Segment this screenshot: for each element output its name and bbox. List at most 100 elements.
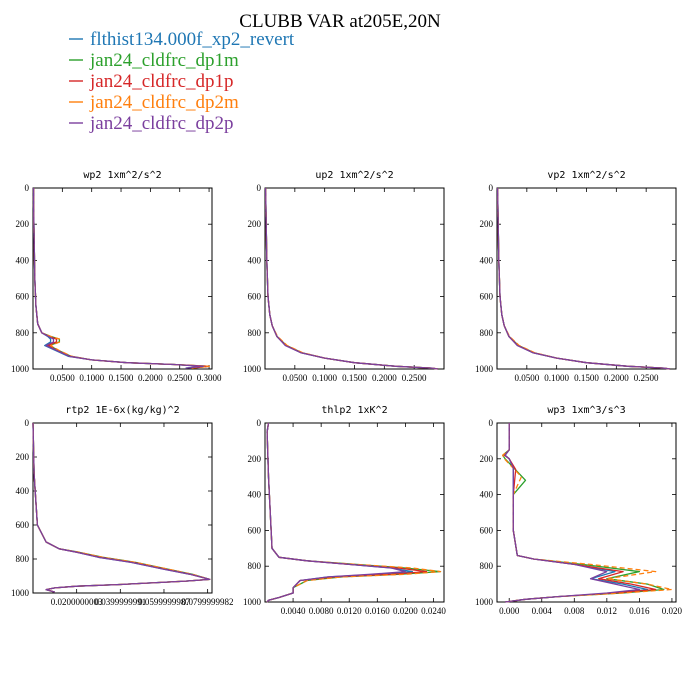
- y-tick-label: 1000: [11, 588, 30, 598]
- plot-frame: [32, 422, 213, 594]
- series-line: [502, 423, 673, 603]
- series-line: [32, 188, 204, 369]
- x-tick-label: 0.016: [629, 606, 650, 616]
- series-line: [504, 423, 641, 603]
- plot-frame: [496, 187, 677, 370]
- x-tick-label: 0.0200000003: [51, 597, 103, 607]
- y-tick-label: 800: [248, 561, 262, 571]
- chart-panel: up2 1xm^2/s^2 0 200 400 600 800 1000 0.0500 0.10…: [243, 170, 445, 383]
- chart-panel: vp2 1xm^2/s^2 0 200 400 600 800 1000 0.0500 0.10…: [475, 170, 677, 383]
- panel-title: vp2 1xm^2/s^2: [547, 170, 625, 181]
- chart-panel: rtp2 1E-6x(kg/kg)^2 0 200 400 600 800 1000 0.02…: [11, 405, 234, 607]
- series-line: [496, 187, 671, 370]
- x-tick-label: 0.2500: [402, 373, 427, 383]
- x-tick-label: 0.2500: [167, 373, 192, 383]
- y-tick-label: 0: [25, 418, 30, 428]
- y-tick-label: 200: [480, 219, 494, 229]
- series-line: [32, 422, 211, 593]
- y-tick-label: 800: [16, 328, 30, 338]
- legend-entry: jan24_cldfrc_dp1m: [89, 50, 239, 71]
- x-tick-label: 0.0040: [281, 606, 306, 616]
- y-tick-label: 0: [489, 183, 494, 193]
- x-tick-label: 0.1500: [342, 373, 367, 383]
- y-tick-label: 400: [480, 255, 494, 265]
- y-tick-label: 1000: [243, 597, 262, 607]
- series-line: [264, 187, 439, 370]
- series-line: [264, 187, 439, 370]
- x-tick-label: 0.2500: [634, 373, 659, 383]
- y-tick-label: 200: [16, 219, 30, 229]
- x-tick-label: 0.3000: [197, 373, 222, 383]
- series-line: [264, 187, 439, 370]
- x-tick-label: 0.008: [564, 606, 585, 616]
- x-tick-label: 0.1000: [312, 373, 337, 383]
- y-tick-label: 0: [257, 183, 262, 193]
- x-tick-label: 0.020: [662, 606, 683, 616]
- y-tick-label: 1000: [475, 364, 494, 374]
- legend-entry: jan24_cldfrc_dp2p: [89, 113, 234, 134]
- y-tick-label: 400: [16, 255, 30, 265]
- y-tick-label: 600: [480, 525, 494, 535]
- x-tick-label: 0.1000: [79, 373, 104, 383]
- chart-panel: wp3 1xm^3/s^3 0 200 400 600 800 1000 0.000 0.004…: [475, 405, 683, 616]
- y-tick-label: 800: [16, 554, 30, 564]
- x-tick-label: 0.004: [532, 606, 553, 616]
- legend-entry: flthist134.000f_xp2_revert: [90, 29, 295, 50]
- chart-panels: wp2 1xm^2/s^2 0 200 400 600 800 1000 0.0500 0.10…: [11, 170, 683, 616]
- series-line: [502, 423, 665, 603]
- y-tick-label: 200: [16, 452, 30, 462]
- series-line: [496, 187, 671, 370]
- x-tick-label: 0.1500: [109, 373, 134, 383]
- x-tick-label: 0.0200: [393, 606, 418, 616]
- y-tick-label: 1000: [11, 364, 30, 374]
- legend-entry: jan24_cldfrc_dp2m: [89, 92, 239, 113]
- x-tick-label: 0.0240: [421, 606, 446, 616]
- plot-frame: [264, 187, 445, 370]
- x-tick-label: 0.0500: [514, 373, 539, 383]
- x-tick-label: 0.1500: [574, 373, 599, 383]
- panel-title: up2 1xm^2/s^2: [315, 170, 393, 181]
- series-line: [266, 422, 407, 603]
- y-tick-label: 400: [248, 490, 262, 500]
- series-line: [264, 187, 439, 370]
- y-tick-label: 400: [480, 490, 494, 500]
- y-tick-label: 200: [248, 454, 262, 464]
- x-tick-label: 0.1000: [544, 373, 569, 383]
- y-tick-label: 400: [248, 255, 262, 265]
- panel-title: thlp2 1xK^2: [321, 405, 387, 416]
- y-tick-label: 200: [248, 219, 262, 229]
- x-tick-label: 0.2000: [604, 373, 629, 383]
- y-tick-label: 600: [248, 292, 262, 302]
- series-line: [32, 422, 211, 593]
- x-tick-label: 0.0500: [282, 373, 307, 383]
- x-tick-label: 0.0080: [309, 606, 334, 616]
- y-tick-label: 600: [248, 525, 262, 535]
- x-tick-label: 0.2000: [372, 373, 397, 383]
- figure-title: CLUBB VAR at205E,20N: [239, 11, 441, 32]
- y-tick-label: 600: [16, 292, 30, 302]
- series-line: [32, 422, 211, 593]
- x-tick-label: 0.0500: [50, 373, 75, 383]
- series-line: [32, 188, 210, 369]
- y-tick-label: 0: [25, 183, 30, 193]
- chart-panel: thlp2 1xK^2 0 200 400 600 800 1000 0.0040 0.0080…: [243, 405, 446, 616]
- y-tick-label: 0: [489, 418, 494, 428]
- series-line: [32, 422, 211, 593]
- x-tick-label: 0.012: [597, 606, 617, 616]
- panel-title: wp3 1xm^3/s^3: [547, 405, 625, 416]
- x-tick-label: 0.0399999991: [94, 597, 146, 607]
- y-tick-label: 600: [16, 520, 30, 530]
- x-tick-label: 0.0599999987: [138, 597, 190, 607]
- y-tick-label: 800: [480, 328, 494, 338]
- x-tick-label: 0.0799999982: [182, 597, 234, 607]
- legend-entry: jan24_cldfrc_dp1p: [89, 71, 234, 92]
- y-tick-label: 0: [257, 418, 262, 428]
- y-tick-label: 1000: [243, 364, 262, 374]
- x-tick-label: 0.0160: [365, 606, 390, 616]
- legend: flthist134.000f_xp2_revertjan24_cldfrc_d…: [69, 29, 295, 134]
- y-tick-label: 400: [16, 486, 30, 496]
- x-tick-label: 0.2000: [138, 373, 163, 383]
- plot-frame: [264, 422, 445, 603]
- series-line: [496, 187, 671, 370]
